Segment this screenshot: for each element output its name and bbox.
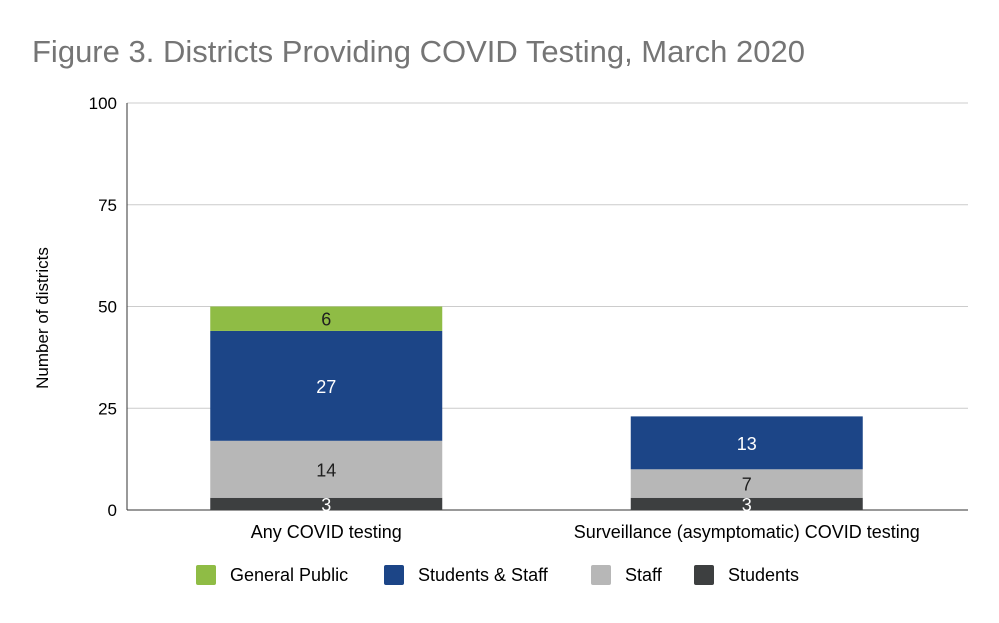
y-tick-label: 50 [98,298,117,317]
legend-swatch-students [694,565,714,585]
legend-label-staff: Staff [625,565,663,585]
legend-swatch-students-staff [384,565,404,585]
bar-students-1 [210,497,443,510]
y-tick-labels: 0 25 50 75 100 [89,94,117,520]
x-tick-labels: Any COVID testing Surveillance (asymptoma… [251,522,920,542]
legend-item-general-public: General Public [196,565,348,585]
legend-label-students-staff: Students & Staff [418,565,549,585]
bar-students-2 [630,497,863,510]
legend: General Public Students & Staff Staff Stude… [196,565,799,585]
data-label-staff-1: 14 [316,460,336,480]
legend-swatch-general-public [196,565,216,585]
y-tick-label: 100 [89,94,117,113]
chart-title: Figure 3. Districts Providing COVID Test… [32,34,805,69]
y-tick-label: 0 [108,501,117,520]
bar-staff-1 [210,440,443,498]
data-label-students-staff-2: 13 [737,434,757,454]
data-label-students-2: 3 [742,495,752,515]
data-label-students-staff-1: 27 [316,377,336,397]
bar-students-staff-1 [210,330,443,441]
bars [210,306,863,510]
y-axis-label: Number of districts [33,247,52,389]
data-label-staff-2: 7 [742,475,752,495]
data-label-students-1: 3 [321,495,331,515]
y-tick-label: 75 [98,196,117,215]
legend-swatch-staff [591,565,611,585]
x-tick-label: Any COVID testing [251,522,402,542]
data-label-general-public-1: 6 [321,310,331,330]
legend-label-students: Students [728,565,799,585]
y-tick-label: 25 [98,399,117,418]
legend-label-general-public: General Public [230,565,348,585]
bar-staff-2 [630,469,863,498]
bar-general-public-1 [210,306,443,331]
bar-students-staff-2 [630,416,863,470]
legend-item-staff: Staff [591,565,663,585]
legend-item-students-staff: Students & Staff [384,565,549,585]
legend-item-students: Students [694,565,799,585]
x-tick-label: Surveillance (asymptomatic) COVID testin… [574,522,920,542]
